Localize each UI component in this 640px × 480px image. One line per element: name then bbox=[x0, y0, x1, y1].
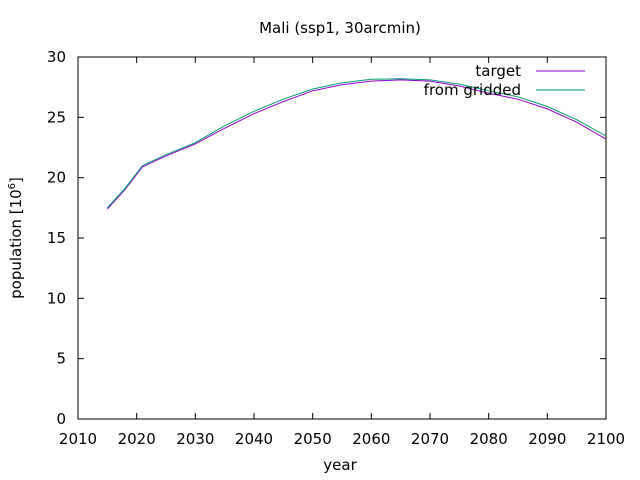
y-axis-label-exponent: 6 bbox=[7, 183, 18, 189]
y-axis-label-base: population [10 bbox=[7, 189, 25, 299]
x-tick-label: 2050 bbox=[294, 430, 332, 448]
plot-frame bbox=[77, 56, 607, 420]
x-tick-label: 2020 bbox=[118, 430, 156, 448]
x-tick-label: 2060 bbox=[352, 430, 390, 448]
x-tick-label: 2080 bbox=[470, 430, 508, 448]
x-tick-label: 2070 bbox=[411, 430, 449, 448]
series-lines bbox=[106, 78, 607, 210]
series-line-1 bbox=[106, 79, 607, 210]
x-tick-label: 2010 bbox=[59, 430, 97, 448]
y-tick-labels: 0 5 10 15 20 25 30 bbox=[47, 48, 66, 428]
x-tick-label: 2030 bbox=[176, 430, 214, 448]
y-tick-label: 30 bbox=[47, 48, 66, 66]
y-tick-label: 5 bbox=[56, 350, 66, 368]
y-axis-label: population [106] bbox=[7, 177, 25, 299]
y-tick-label: 25 bbox=[47, 108, 66, 126]
x-tick-label: 2090 bbox=[528, 430, 566, 448]
axis-ticks bbox=[77, 56, 607, 420]
x-axis-label: year bbox=[323, 456, 357, 474]
chart-title: Mali (ssp1, 30arcmin) bbox=[259, 19, 421, 37]
y-tick-label: 15 bbox=[47, 229, 66, 247]
legend-label: from gridded bbox=[424, 81, 521, 99]
legend-label: target bbox=[475, 62, 521, 80]
y-tick-label: 0 bbox=[56, 410, 66, 428]
y-tick-label: 20 bbox=[47, 169, 66, 187]
x-tick-label: 2100 bbox=[587, 430, 625, 448]
y-axis-label-end: ] bbox=[7, 177, 25, 183]
x-tick-label: 2040 bbox=[235, 430, 273, 448]
series-line-2 bbox=[106, 78, 607, 209]
x-tick-labels: 2010 2020 2030 2040 2050 2060 2070 2080 2090 2100 bbox=[59, 430, 625, 448]
y-tick-label: 10 bbox=[47, 289, 66, 307]
